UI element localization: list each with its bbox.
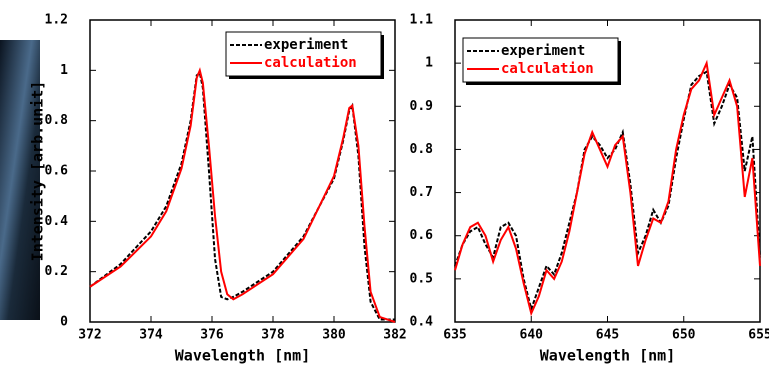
x-tick-label: 382	[383, 328, 406, 343]
y-tick-label: 1	[60, 63, 68, 78]
x-tick-label: 655	[748, 328, 769, 343]
legend-label: calculation	[501, 61, 594, 77]
y-tick-label: 0.5	[410, 271, 433, 286]
x-tick-label: 650	[672, 328, 696, 343]
series-line	[454, 59, 761, 317]
y-tick-label: 0.6	[45, 164, 69, 179]
y-tick-label: 1.2	[45, 13, 68, 28]
y-axis-label: Intensity [arb.unit]	[29, 81, 47, 262]
y-tick-label: 0.6	[410, 228, 434, 243]
legend: experiment calculation	[225, 31, 384, 79]
y-tick-label: 0.8	[45, 113, 69, 128]
legend-label: experiment	[501, 43, 585, 59]
x-tick-label: 378	[261, 328, 285, 343]
legend-box	[225, 31, 382, 77]
series-line	[454, 70, 761, 313]
y-tick-label: 0.9	[410, 99, 433, 114]
y-tick-label: 1.1	[410, 13, 434, 28]
legend-box	[462, 37, 619, 83]
x-tick-label: 376	[200, 328, 224, 343]
legend-label: experiment	[264, 37, 348, 53]
legend: experiment calculation	[462, 37, 621, 85]
x-tick-label: 380	[322, 328, 346, 343]
y-tick-label: 0	[60, 315, 68, 330]
y-tick-label: 1	[425, 56, 433, 71]
y-tick-label: 0.2	[45, 264, 68, 279]
x-axis-label: Wavelength [nm]	[175, 347, 310, 365]
x-tick-label: 640	[520, 328, 544, 343]
x-tick-label: 645	[596, 328, 619, 343]
y-tick-label: 0.4	[410, 315, 434, 330]
x-tick-label: 635	[443, 328, 466, 343]
y-tick-label: 0.7	[410, 185, 433, 200]
x-tick-label: 372	[78, 328, 101, 343]
y-tick-label: 0.4	[45, 214, 69, 229]
series-line	[89, 67, 396, 323]
photo-fragment	[0, 40, 40, 320]
legend-label: calculation	[264, 55, 357, 71]
y-tick-label: 0.8	[410, 142, 434, 157]
x-axis-label: Wavelength [nm]	[540, 347, 675, 365]
x-tick-label: 374	[139, 328, 163, 343]
